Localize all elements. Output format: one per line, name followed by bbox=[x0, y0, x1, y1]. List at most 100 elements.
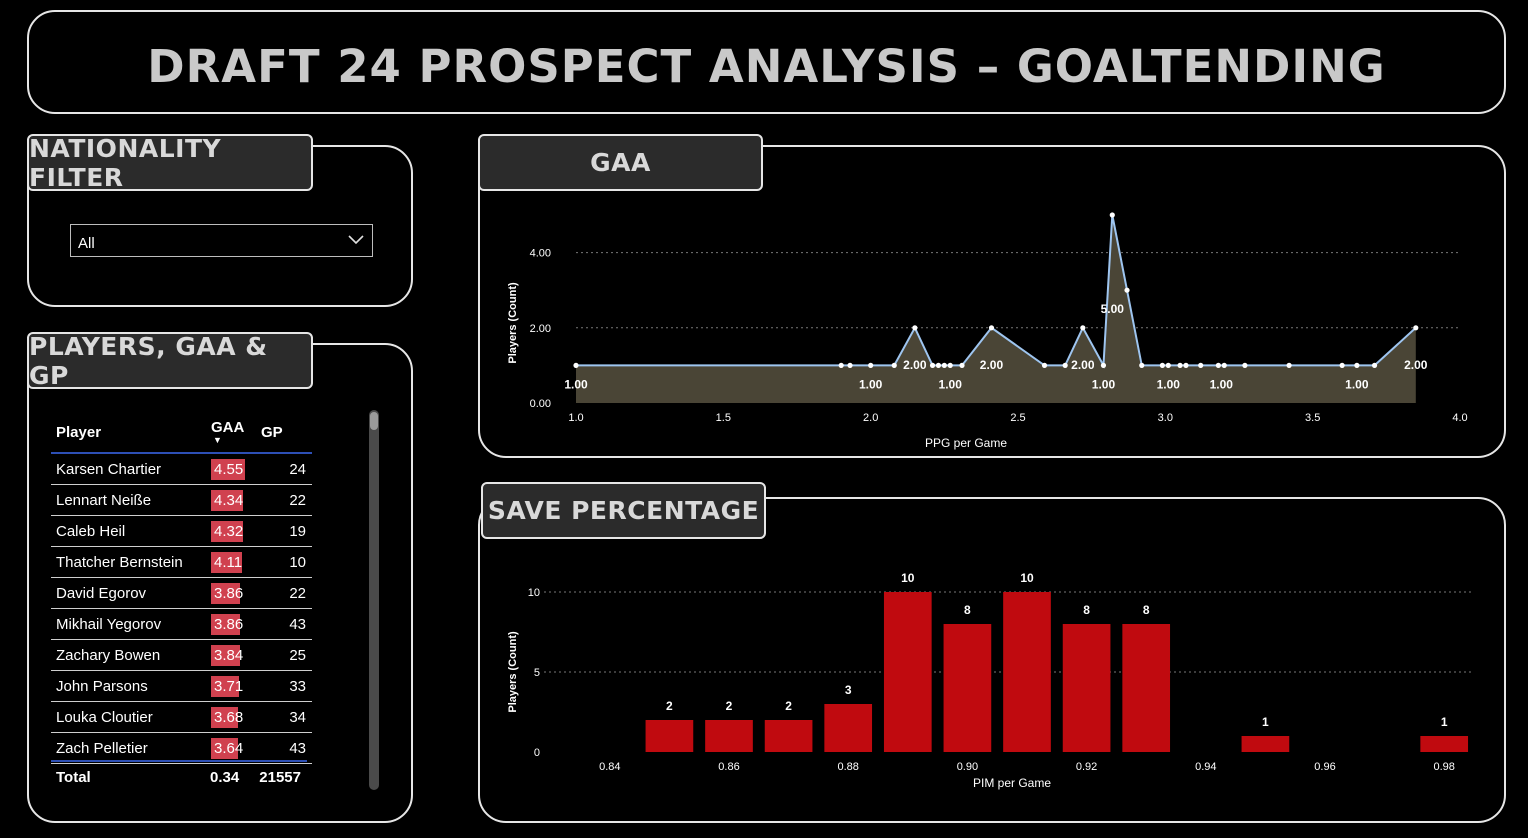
bar-value-label: 1 bbox=[1262, 715, 1269, 729]
gaa-cell: 4.34 bbox=[211, 484, 261, 516]
gaa-value: 3.86 bbox=[214, 615, 244, 633]
save-pct-panel bbox=[478, 497, 1506, 823]
bar-value-label: 8 bbox=[1143, 603, 1150, 617]
gaa-cell: 3.71 bbox=[211, 670, 261, 702]
gaa-cell: 3.84 bbox=[211, 639, 261, 671]
data-label: 1.00 bbox=[1157, 377, 1181, 391]
data-point bbox=[573, 362, 579, 368]
table-row[interactable]: John Parsons 3.71 33 bbox=[51, 670, 312, 702]
gp-value: 22 bbox=[261, 484, 312, 516]
data-point bbox=[1139, 362, 1145, 368]
gaa-data-bar bbox=[211, 738, 238, 759]
gp-value: 34 bbox=[261, 701, 312, 733]
bar-value-label: 1 bbox=[1441, 715, 1448, 729]
x-tick-label: 0.90 bbox=[957, 761, 978, 773]
gaa-data-bar bbox=[211, 552, 242, 573]
gaa-data-bar bbox=[211, 459, 245, 480]
bar bbox=[764, 720, 813, 752]
bar-value-label: 2 bbox=[785, 699, 792, 713]
data-point bbox=[988, 325, 995, 331]
gaa-value: 4.11 bbox=[214, 553, 243, 571]
table-row[interactable]: Louka Cloutier 3.68 34 bbox=[51, 701, 312, 733]
y-tick-label: 0 bbox=[534, 747, 540, 759]
bar bbox=[883, 592, 932, 752]
data-point bbox=[912, 325, 918, 331]
table-total-row: Total 0.34 21557 bbox=[51, 760, 307, 794]
data-point bbox=[1177, 362, 1183, 368]
x-tick-label: 0.84 bbox=[599, 761, 620, 773]
data-point bbox=[959, 362, 965, 368]
bar-value-label: 10 bbox=[901, 571, 915, 585]
gaa-value: 3.68 bbox=[214, 708, 244, 726]
table-row[interactable]: Caleb Heil 4.32 19 bbox=[51, 515, 312, 547]
gp-value: 10 bbox=[261, 546, 312, 578]
gp-value: 24 bbox=[261, 453, 312, 485]
data-point bbox=[1354, 362, 1360, 368]
gaa-value: 3.86 bbox=[214, 584, 244, 602]
bar bbox=[645, 720, 694, 752]
nationality-filter-tab: NATIONALITY FILTER bbox=[27, 134, 313, 192]
player-name: Lennart Neiße bbox=[51, 484, 211, 516]
bar-value-label: 8 bbox=[964, 603, 971, 617]
column-header-gaa[interactable]: GAA ▼ bbox=[211, 412, 261, 454]
table-row[interactable]: Mikhail Yegorov 3.86 43 bbox=[51, 608, 312, 640]
gaa-value: 3.84 bbox=[214, 646, 244, 664]
gaa-cell: 4.32 bbox=[211, 515, 261, 547]
area-fill bbox=[576, 215, 1416, 403]
data-point bbox=[1109, 212, 1115, 218]
players-tab: PLAYERS, GAA & GP bbox=[27, 332, 313, 390]
bar-value-label: 10 bbox=[1020, 571, 1034, 585]
x-tick-label: 1.5 bbox=[716, 412, 731, 424]
column-header-player-label: Player bbox=[56, 423, 102, 441]
gp-value: 19 bbox=[261, 515, 312, 547]
data-label: 1.00 bbox=[1345, 377, 1369, 391]
data-label: 2.00 bbox=[1071, 358, 1095, 372]
bar bbox=[943, 624, 992, 752]
sort-descending-icon: ▼ bbox=[213, 435, 222, 445]
gp-value: 43 bbox=[261, 732, 312, 764]
x-tick-label: 2.5 bbox=[1010, 412, 1025, 424]
nationality-dropdown[interactable]: All bbox=[70, 224, 373, 257]
table-scroll-thumb[interactable] bbox=[370, 412, 378, 430]
x-tick-label: 3.0 bbox=[1158, 412, 1173, 424]
table-row[interactable]: Karsen Chartier 4.55 24 bbox=[51, 453, 312, 485]
column-header-gaa-label: GAA bbox=[211, 419, 245, 436]
table-row[interactable]: David Egorov 3.86 22 bbox=[51, 577, 312, 609]
table-scrollbar[interactable] bbox=[369, 410, 379, 790]
bar bbox=[705, 720, 753, 752]
data-point bbox=[941, 362, 947, 368]
player-name: Zachary Bowen bbox=[51, 639, 211, 671]
column-header-player[interactable]: Player bbox=[51, 412, 211, 454]
data-point bbox=[1339, 362, 1345, 368]
data-point bbox=[868, 362, 874, 368]
y-axis-label: Players (Count) bbox=[507, 282, 519, 364]
bar bbox=[1241, 736, 1290, 752]
bar bbox=[824, 704, 873, 752]
bar bbox=[1062, 624, 1111, 752]
x-axis-label: PIM per Game bbox=[973, 776, 1051, 790]
gaa-data-bar bbox=[211, 676, 239, 697]
player-name: Caleb Heil bbox=[51, 515, 211, 547]
x-tick-label: 0.96 bbox=[1314, 761, 1335, 773]
save-percentage-bar-chart: 0 5 10 0.84 0.86 0.88 0.90 0.92 0.94 0.96 0.98 PIM … bbox=[507, 571, 1474, 790]
column-header-gp-label: GP bbox=[261, 423, 283, 441]
gaa-tab: GAA bbox=[478, 134, 763, 191]
header-panel: DRAFT 24 PROSPECT ANALYSIS – GOALTENDING bbox=[27, 10, 1506, 114]
data-point bbox=[838, 362, 844, 368]
table-row[interactable]: Lennart Neiße 4.34 22 bbox=[51, 484, 312, 516]
data-point bbox=[1286, 362, 1292, 368]
table-row[interactable]: Zach Pelletier 3.64 43 bbox=[51, 732, 312, 764]
series-line bbox=[576, 214, 1417, 369]
column-header-gp[interactable]: GP bbox=[261, 412, 312, 454]
data-point bbox=[1221, 362, 1227, 368]
table-row[interactable]: Thatcher Bernstein 4.11 10 bbox=[51, 546, 312, 578]
players-table: Player GAA ▼ GP Karsen Chartier 4.55 24 Len… bbox=[51, 412, 312, 764]
gaa-panel bbox=[478, 145, 1506, 458]
gaa-cell: 3.86 bbox=[211, 608, 261, 640]
table-row[interactable]: Zachary Bowen 3.84 25 bbox=[51, 639, 312, 671]
data-label: 1.00 bbox=[564, 377, 588, 391]
data-point bbox=[1124, 287, 1130, 293]
x-axis-label: PPG per Game bbox=[925, 436, 1007, 450]
player-name: Mikhail Yegorov bbox=[51, 608, 211, 640]
bar-value-label: 8 bbox=[1083, 603, 1090, 617]
